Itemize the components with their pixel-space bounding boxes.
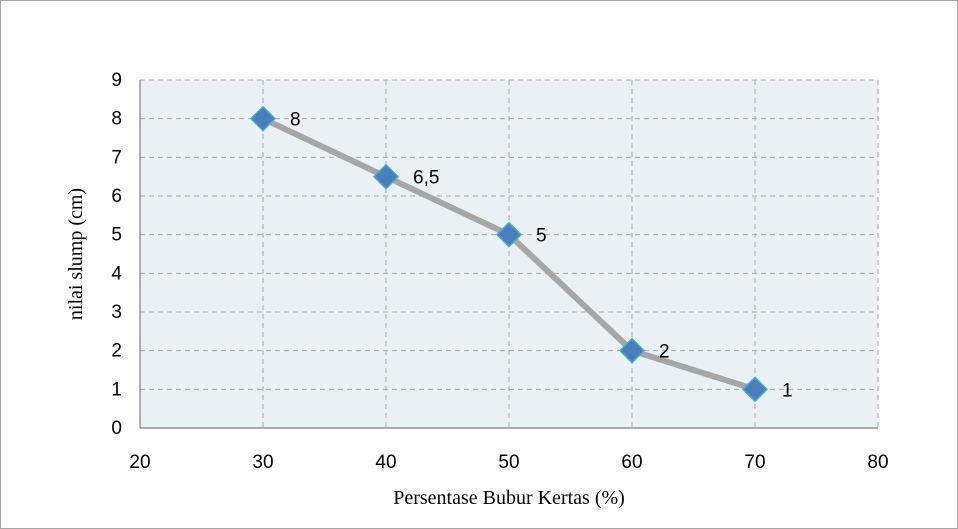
data-point-marker <box>618 337 646 364</box>
data-point-marker <box>495 221 523 248</box>
y-tick-label: 5 <box>111 225 122 246</box>
data-label: 2 <box>659 342 670 363</box>
data-labels: 8 6,5 5 2 1 <box>290 110 793 402</box>
data-point-marker <box>249 105 277 132</box>
axes <box>139 80 878 429</box>
x-tick-label: 40 <box>375 452 396 473</box>
tick-labels: 0 1 2 3 4 5 6 7 8 9 20 30 40 50 60 70 80 <box>111 70 888 473</box>
x-tick-label: 60 <box>621 452 642 473</box>
y-tick-label: 6 <box>111 186 122 207</box>
x-tick-label: 80 <box>867 452 888 473</box>
data-point-marker <box>741 376 769 403</box>
data-label: 8 <box>290 110 301 131</box>
data-label: 1 <box>782 380 793 401</box>
data-label: 6,5 <box>413 168 439 189</box>
y-axis-title: nilai slump (cm) <box>65 188 87 320</box>
data-markers <box>249 105 769 403</box>
y-tick-label: 8 <box>111 109 122 130</box>
x-tick-label: 20 <box>129 452 150 473</box>
data-point-marker <box>372 163 400 190</box>
y-tick-label: 2 <box>111 341 122 362</box>
x-tick-label: 70 <box>744 452 765 473</box>
y-tick-label: 0 <box>111 418 122 439</box>
x-tick-label: 30 <box>252 452 273 473</box>
data-label: 5 <box>536 226 547 247</box>
y-tick-label: 4 <box>111 263 122 284</box>
x-axis-title: Persentase Bubur Kertas (%) <box>393 487 625 509</box>
y-tick-label: 1 <box>111 379 122 400</box>
x-tick-label: 50 <box>498 452 519 473</box>
y-tick-label: 7 <box>111 147 122 168</box>
grid <box>140 79 879 428</box>
y-tick-label: 9 <box>111 70 122 91</box>
y-tick-label: 3 <box>111 302 122 323</box>
